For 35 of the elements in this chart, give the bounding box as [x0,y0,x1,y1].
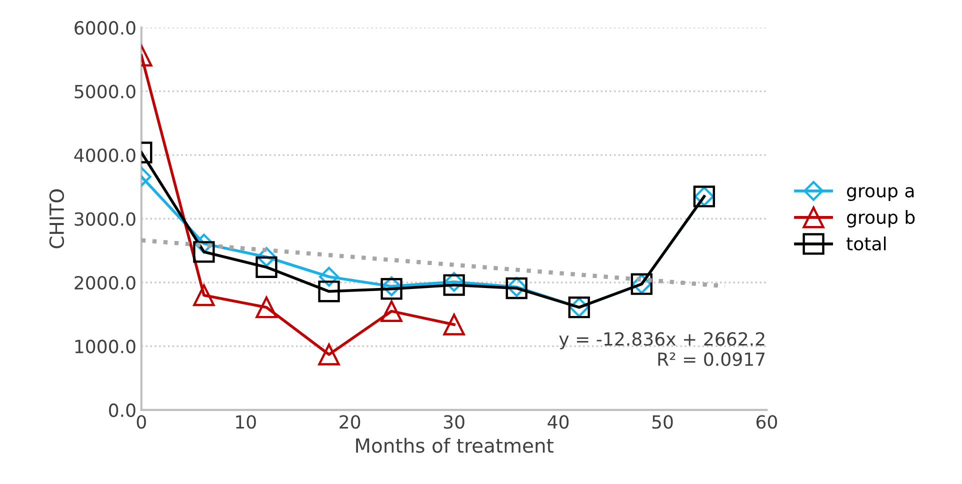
legend-label: group b [847,210,915,228]
y-tick-label: 3000.0 [74,212,136,226]
y-tick-label: 6000.0 [74,21,136,35]
x-tick-label: 30 [444,415,464,429]
y-axis-title: CHITO [49,189,64,248]
point [256,256,278,278]
x-tick-label: 60 [756,415,777,429]
x-tick-label: 50 [652,415,673,429]
point [318,344,340,366]
point [194,234,214,254]
y-tick-label: 1000.0 [75,340,136,354]
point [256,247,276,267]
annotation: y = -12.836x + 2662.2 R² = 0.0917 [559,332,765,366]
y-tick-label: 0.0 [109,403,136,418]
x-axis-title: Months of treatment [356,438,554,453]
x-tick-label: 40 [548,415,569,429]
legend-label: group a [847,187,914,202]
x-tick-label: 10 [236,415,256,429]
legend-label: total [846,236,886,251]
point [319,266,339,287]
point [380,278,402,300]
point [443,274,465,296]
point [380,300,402,322]
y-tick-label: 4000.0 [74,148,136,162]
point [256,296,278,318]
point [193,241,215,263]
point [318,280,340,302]
point [443,314,465,336]
y-tick-label: 2000.0 [74,276,136,290]
point [193,284,215,306]
point [382,276,402,296]
y-tick-label: 5000.0 [74,84,136,98]
x-tick-label: 0 [136,415,146,429]
x-tick-label: 20 [340,415,360,429]
point [444,272,464,292]
